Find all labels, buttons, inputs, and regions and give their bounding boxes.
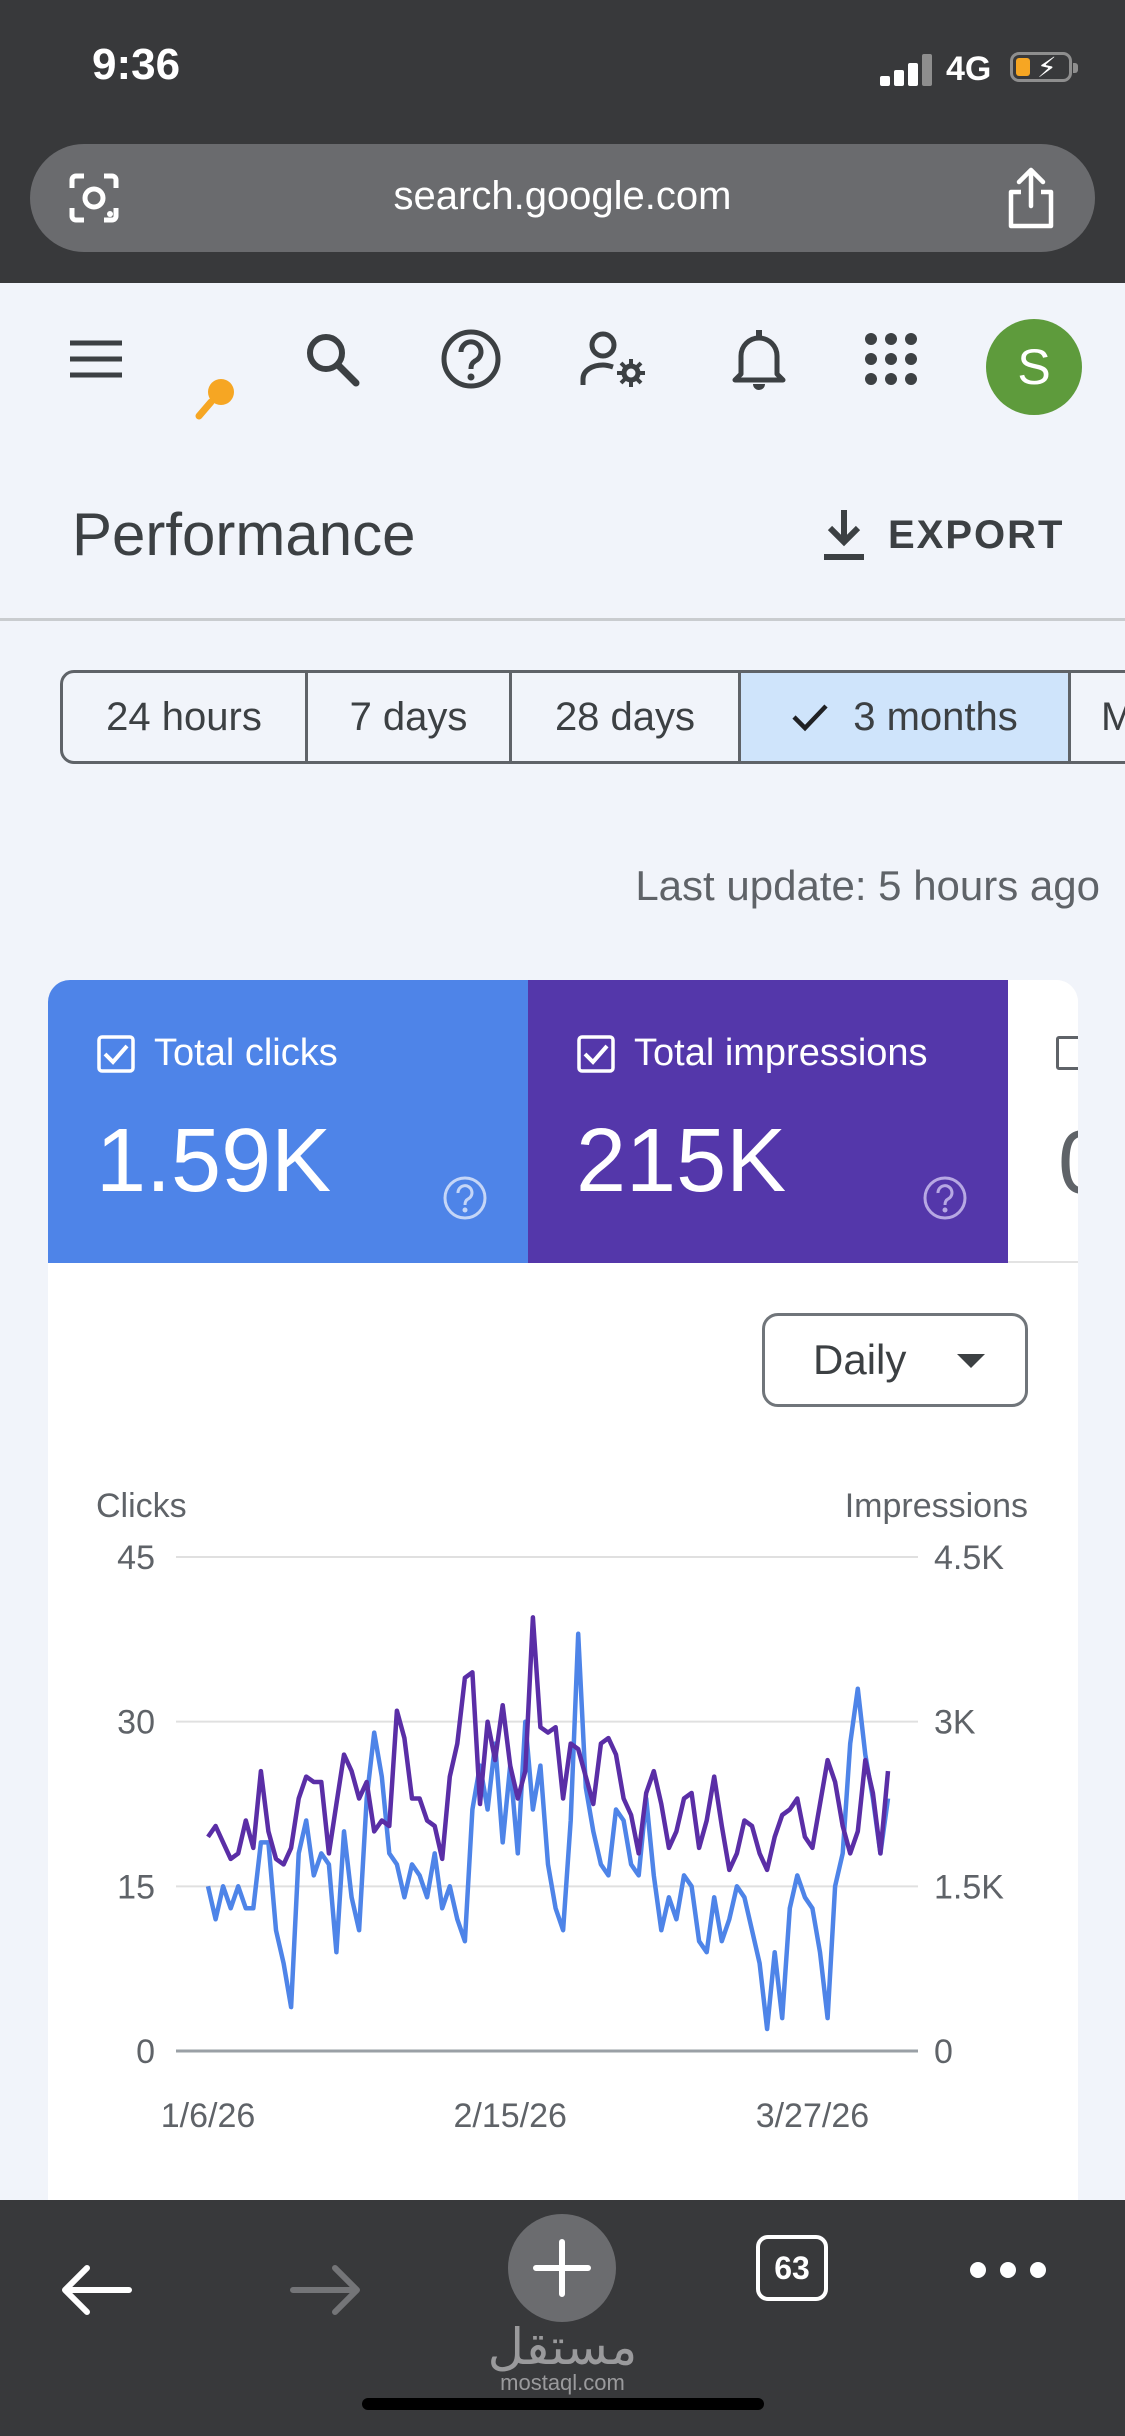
y-tick-left: 45 [117, 1539, 155, 1577]
help-icon[interactable] [442, 1175, 488, 1221]
dropdown-arrow-icon [957, 1354, 985, 1368]
checkbox-unchecked-icon[interactable] [1056, 1036, 1078, 1070]
export-button[interactable]: EXPORT [822, 505, 1082, 565]
battery-icon: ⚡ [1010, 52, 1078, 83]
y-axis-right-title: Impressions [845, 1487, 1028, 1525]
plus-icon [533, 2239, 591, 2297]
x-tick-label: 1/6/26 [161, 2097, 256, 2135]
metric-third-partial[interactable]: 0 [1008, 980, 1078, 1263]
range-chip-7-days[interactable]: 7 days [308, 670, 512, 764]
manage-users-icon[interactable] [578, 323, 650, 395]
last-update-text: Last update: 5 hours ago [635, 862, 1100, 909]
apps-grid-icon[interactable] [855, 323, 927, 395]
performance-card: Total clicks 1.59K Total impressions 215… [48, 980, 1078, 2200]
y-tick-right: 4.5K [934, 1539, 1004, 1577]
y-tick-right: 0 [934, 2033, 953, 2071]
help-icon[interactable] [435, 323, 507, 395]
menu-icon[interactable] [60, 323, 132, 395]
metric-label: Total clicks [154, 1032, 338, 1074]
url-text[interactable]: search.google.com [393, 174, 732, 218]
signal-icon [880, 54, 936, 86]
range-chip-28-days[interactable]: 28 days [512, 670, 741, 764]
y-tick-right: 1.5K [934, 1868, 1004, 1906]
y-tick-left: 30 [117, 1704, 155, 1742]
performance-chart: Clicks Impressions 45 4.5K 30 3K 15 1.5K 0 0 1/6/2… [48, 1480, 1078, 2140]
x-tick-label: 3/27/26 [756, 2097, 869, 2135]
status-bar: 9:36 4G ⚡ search.google.com [0, 0, 1125, 283]
checkbox-checked-icon[interactable] [96, 1034, 136, 1074]
granularity-dropdown[interactable]: Daily [762, 1313, 1028, 1407]
home-indicator [362, 2398, 764, 2410]
check-icon [792, 704, 828, 732]
metric-value: 1.59K [96, 1111, 332, 1211]
range-chip-more[interactable]: M [1071, 670, 1125, 764]
account-avatar[interactable]: S [986, 319, 1082, 415]
range-chip-label: 3 months [853, 694, 1018, 739]
notifications-bell-icon[interactable] [723, 323, 795, 395]
search-icon[interactable] [296, 323, 368, 395]
share-icon[interactable] [1001, 166, 1061, 230]
forward-arrow-icon[interactable] [272, 2240, 382, 2340]
header-divider [0, 618, 1125, 621]
y-tick-left: 0 [136, 2033, 155, 2071]
date-range-chips: 24 hours 7 days 28 days 3 months M [60, 670, 1125, 764]
tab-switcher-button[interactable]: 63 [756, 2235, 828, 2301]
more-options-icon[interactable] [970, 2262, 1046, 2278]
granularity-value: Daily [813, 1336, 907, 1383]
metric-total-clicks[interactable]: Total clicks 1.59K [48, 980, 528, 1263]
clock: 9:36 [92, 40, 181, 89]
download-icon [824, 510, 864, 560]
network-type: 4G [946, 50, 992, 88]
series-line-clicks [205, 1631, 891, 2032]
y-tick-right: 3K [934, 1704, 976, 1742]
metric-total-impressions[interactable]: Total impressions 215K [528, 980, 1008, 1263]
search-console-logo[interactable] [180, 363, 252, 435]
help-icon[interactable] [922, 1175, 968, 1221]
browser-toolbar: 63 مستقل mostaql.com [0, 2200, 1125, 2436]
checkbox-checked-icon[interactable] [576, 1034, 616, 1074]
google-lens-icon[interactable] [66, 172, 122, 224]
export-label: EXPORT [888, 512, 1065, 557]
y-tick-left: 15 [117, 1868, 155, 1906]
page-title: Performance [72, 501, 416, 568]
range-chip-24-hours[interactable]: 24 hours [60, 670, 308, 764]
mostaql-watermark: مستقل mostaql.com [487, 2318, 638, 2395]
range-chip-3-months[interactable]: 3 months [741, 670, 1071, 764]
metric-value: 0 [1058, 1112, 1078, 1215]
series-line-impressions [206, 1615, 891, 1873]
new-tab-button[interactable] [508, 2214, 616, 2322]
address-bar[interactable]: search.google.com [30, 144, 1095, 252]
y-axis-left-title: Clicks [96, 1487, 187, 1525]
back-arrow-icon[interactable] [40, 2240, 150, 2340]
metric-value: 215K [576, 1111, 787, 1211]
app-header: S [0, 283, 1125, 453]
x-tick-label: 2/15/26 [453, 2097, 566, 2135]
metric-label: Total impressions [634, 1032, 928, 1074]
